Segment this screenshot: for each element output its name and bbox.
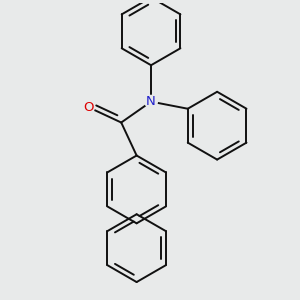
Text: N: N [146, 95, 156, 108]
Text: O: O [83, 100, 94, 114]
Circle shape [145, 95, 157, 108]
Circle shape [82, 101, 94, 113]
